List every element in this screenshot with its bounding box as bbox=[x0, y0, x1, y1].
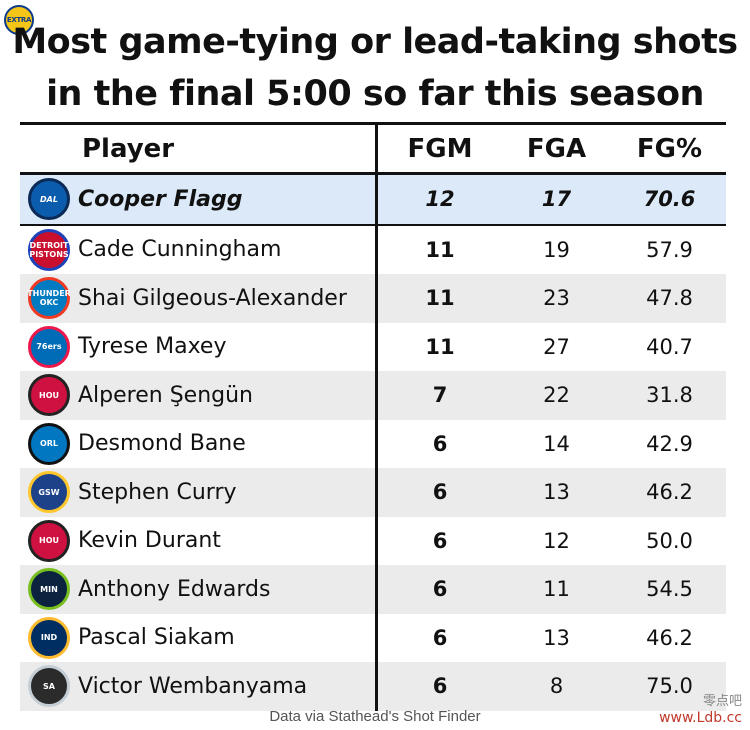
player-name: Desmond Bane bbox=[78, 431, 246, 457]
fga-cell: 27 bbox=[543, 334, 570, 359]
player-cell: MIN Anthony Edwards bbox=[20, 568, 380, 611]
rockets-logo: HOU bbox=[28, 519, 70, 562]
fgpct-cell: 75.0 bbox=[646, 674, 693, 699]
fga-cell: 12 bbox=[543, 528, 570, 553]
player-name: Anthony Edwards bbox=[78, 576, 271, 602]
fga-cell: 17 bbox=[541, 187, 572, 212]
thunder-logo: THUNDER OKC bbox=[27, 277, 71, 320]
column-divider bbox=[375, 125, 378, 711]
table-row: ORL Desmond Bane 6 14 42.9 bbox=[20, 420, 726, 469]
76ers-logo: 76ers bbox=[28, 325, 70, 368]
fgpct-cell: 54.5 bbox=[646, 577, 693, 602]
timberwolves-logo: MIN bbox=[28, 568, 70, 611]
title-line-1: Most game-tying or lead-taking shots bbox=[12, 22, 738, 62]
fgm-cell: 11 bbox=[425, 286, 455, 311]
player-name: Stephen Curry bbox=[78, 479, 237, 505]
table-row: IND Pascal Siakam 6 13 46.2 bbox=[20, 614, 726, 663]
fgm-cell: 6 bbox=[432, 577, 448, 602]
player-cell: GSW Stephen Curry bbox=[20, 471, 380, 514]
fga-cell: 19 bbox=[543, 237, 570, 262]
pistons-logo: DETROIT PISTONS bbox=[28, 228, 70, 271]
fgm-cell: 6 bbox=[432, 625, 448, 650]
extra-badge: EXTRA bbox=[4, 5, 34, 35]
table-header: Player FGM FGA FG% bbox=[20, 125, 726, 175]
fgpct-cell: 46.2 bbox=[646, 625, 693, 650]
title-line-2: in the final 5:00 so far this season bbox=[46, 74, 704, 114]
table-row: THUNDER OKC Shai Gilgeous-Alexander 11 23 47… bbox=[20, 274, 726, 323]
header-fgm: FGM bbox=[407, 133, 473, 164]
player-cell: DETROIT PISTONS Cade Cunningham bbox=[20, 228, 380, 271]
fgpct-cell: 42.9 bbox=[646, 431, 693, 456]
stats-table: Player FGM FGA FG% DAL Cooper Flagg 12 17 70… bbox=[20, 122, 726, 711]
fgm-cell: 11 bbox=[425, 237, 455, 262]
player-cell: HOU Alperen Şengün bbox=[20, 374, 380, 417]
table-row: HOU Alperen Şengün 7 22 31.8 bbox=[20, 371, 726, 420]
fgpct-cell: 47.8 bbox=[646, 286, 693, 311]
player-cell: THUNDER OKC Shai Gilgeous-Alexander bbox=[20, 277, 380, 320]
fga-cell: 11 bbox=[543, 577, 570, 602]
table-row: GSW Stephen Curry 6 13 46.2 bbox=[20, 468, 726, 517]
magic-logo: ORL bbox=[28, 422, 70, 465]
player-name: Cooper Flagg bbox=[78, 186, 243, 212]
fgm-cell: 7 bbox=[432, 383, 448, 408]
player-cell: ORL Desmond Bane bbox=[20, 422, 380, 465]
table-row: DETROIT PISTONS Cade Cunningham 11 19 57.9 bbox=[20, 226, 726, 275]
header-fgpct: FG% bbox=[636, 133, 703, 164]
table-row: DAL Cooper Flagg 12 17 70.6 bbox=[20, 175, 726, 226]
fgm-cell: 11 bbox=[425, 334, 455, 359]
header-player: Player bbox=[82, 133, 175, 164]
fga-cell: 13 bbox=[543, 625, 570, 650]
fga-cell: 23 bbox=[543, 286, 570, 311]
table-row: HOU Kevin Durant 6 12 50.0 bbox=[20, 517, 726, 566]
player-name: Tyrese Maxey bbox=[78, 334, 227, 360]
player-name: Shai Gilgeous-Alexander bbox=[78, 285, 347, 311]
watermark-cn: 零点吧 bbox=[702, 694, 742, 709]
fgpct-cell: 31.8 bbox=[646, 383, 693, 408]
fga-cell: 14 bbox=[543, 431, 570, 456]
player-name: Pascal Siakam bbox=[78, 625, 235, 651]
player-name: Cade Cunningham bbox=[78, 237, 282, 263]
fgpct-cell: 46.2 bbox=[646, 480, 693, 505]
watermark-url: www.Ldb.cc bbox=[659, 710, 742, 726]
spurs-logo: SA bbox=[28, 665, 70, 708]
table-row: SA Victor Wembanyama 6 8 75.0 bbox=[20, 662, 726, 711]
player-name: Alperen Şengün bbox=[78, 382, 253, 408]
mavericks-logo: DAL bbox=[28, 178, 70, 221]
fgm-cell: 6 bbox=[432, 528, 448, 553]
fga-cell: 13 bbox=[543, 480, 570, 505]
fgm-cell: 12 bbox=[425, 187, 455, 212]
fgm-cell: 6 bbox=[432, 674, 448, 699]
fgpct-cell: 57.9 bbox=[646, 237, 693, 262]
fgpct-cell: 40.7 bbox=[646, 334, 693, 359]
fgm-cell: 6 bbox=[432, 480, 448, 505]
player-cell: SA Victor Wembanyama bbox=[20, 665, 380, 708]
player-name: Kevin Durant bbox=[78, 528, 221, 554]
fgpct-cell: 50.0 bbox=[646, 528, 693, 553]
fgm-cell: 6 bbox=[432, 431, 448, 456]
fga-cell: 22 bbox=[543, 383, 570, 408]
player-name: Victor Wembanyama bbox=[78, 673, 308, 699]
table-body: DAL Cooper Flagg 12 17 70.6 DETROIT PISTONS Ca… bbox=[20, 175, 726, 711]
source-footer: Data via Stathead's Shot Finder bbox=[269, 708, 481, 725]
fga-cell: 8 bbox=[549, 674, 564, 699]
warriors-logo: GSW bbox=[28, 471, 70, 514]
header-fga: FGA bbox=[526, 133, 587, 164]
watermark: 零点吧 www.Ldb.cc bbox=[659, 694, 742, 726]
table-row: 76ers Tyrese Maxey 11 27 40.7 bbox=[20, 323, 726, 372]
rockets-logo: HOU bbox=[28, 374, 70, 417]
pacers-logo: IND bbox=[28, 616, 70, 659]
fgpct-cell: 70.6 bbox=[643, 187, 696, 212]
player-cell: 76ers Tyrese Maxey bbox=[20, 325, 380, 368]
player-cell: HOU Kevin Durant bbox=[20, 519, 380, 562]
table-row: MIN Anthony Edwards 6 11 54.5 bbox=[20, 565, 726, 614]
player-cell: DAL Cooper Flagg bbox=[20, 178, 380, 221]
chart-title: Most game-tying or lead-taking shots in … bbox=[0, 16, 750, 120]
player-cell: IND Pascal Siakam bbox=[20, 616, 380, 659]
